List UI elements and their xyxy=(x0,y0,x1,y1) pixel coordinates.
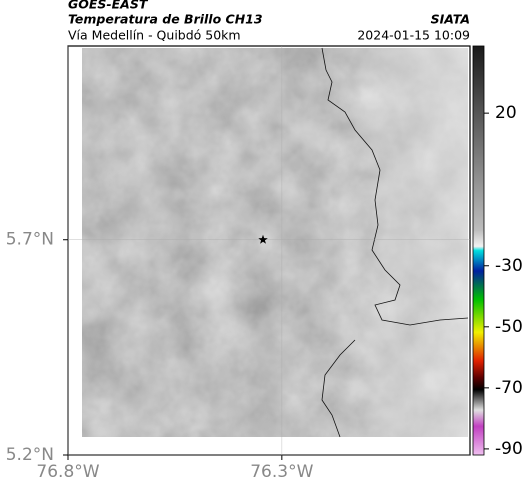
product: Temperatura de Brillo CH13 xyxy=(68,12,263,27)
dynamic: 76.8°W 76.3°W 5.2°N 5.7°N 20 -30 -50 -70 -90 xyxy=(6,46,523,482)
colorbar-tick-label: -70 xyxy=(495,378,523,398)
datetime: 2024-01-15 10:09 xyxy=(357,28,470,43)
colorbar xyxy=(472,45,485,456)
y-tick-label: 5.7°N xyxy=(6,230,54,250)
y-tick-label: 5.2°N xyxy=(6,445,54,465)
x-tick-label: 76.3°W xyxy=(250,462,313,482)
colorbar-tick-label: 20 xyxy=(495,103,517,123)
x-tick-label: 76.8°W xyxy=(36,462,99,482)
source: SIATA xyxy=(431,12,470,27)
colorbar-tick-label: -50 xyxy=(495,317,523,337)
region: Vía Medellín - Quibdó 50km xyxy=(68,28,241,43)
satellite: GOES-EAST xyxy=(68,0,149,12)
station-marker xyxy=(258,234,268,244)
colorbar-tick-label: -30 xyxy=(495,256,523,276)
colorbar-tick-label: -90 xyxy=(495,439,523,459)
map-image xyxy=(82,47,469,438)
